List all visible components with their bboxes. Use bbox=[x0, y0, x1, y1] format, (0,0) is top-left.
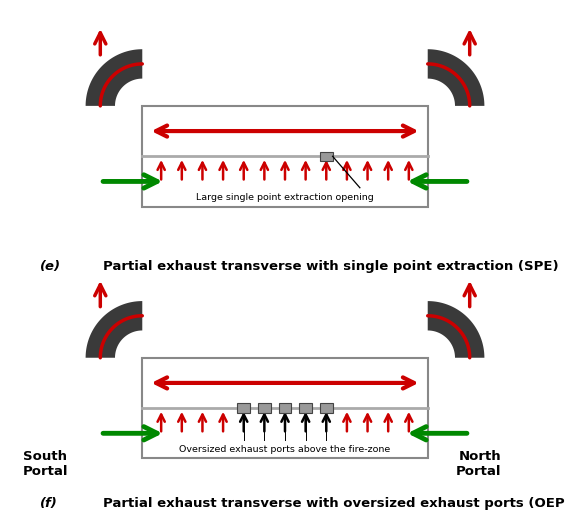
Text: Partial exhaust transverse with single point extraction (SPE): Partial exhaust transverse with single p… bbox=[103, 260, 558, 272]
Bar bbox=[320, 403, 332, 413]
Bar bbox=[238, 403, 250, 413]
Polygon shape bbox=[428, 301, 484, 358]
Text: (e): (e) bbox=[40, 260, 61, 272]
Bar bbox=[320, 152, 332, 161]
Bar bbox=[279, 403, 291, 413]
Text: North
Portal: North Portal bbox=[456, 450, 502, 478]
Polygon shape bbox=[86, 49, 142, 106]
Text: (f): (f) bbox=[40, 497, 58, 510]
Bar bbox=[142, 106, 428, 207]
Polygon shape bbox=[86, 301, 142, 358]
Text: Oversized exhaust ports above the fire-zone: Oversized exhaust ports above the fire-z… bbox=[180, 445, 390, 454]
Bar bbox=[142, 358, 428, 458]
Text: Partial exhaust transverse with oversized exhaust ports (OEP: Partial exhaust transverse with oversize… bbox=[103, 497, 564, 510]
Text: South
Portal: South Portal bbox=[23, 450, 68, 478]
Bar bbox=[299, 403, 312, 413]
Bar bbox=[258, 403, 271, 413]
Text: Large single point extraction opening: Large single point extraction opening bbox=[196, 193, 374, 202]
Polygon shape bbox=[428, 49, 484, 106]
